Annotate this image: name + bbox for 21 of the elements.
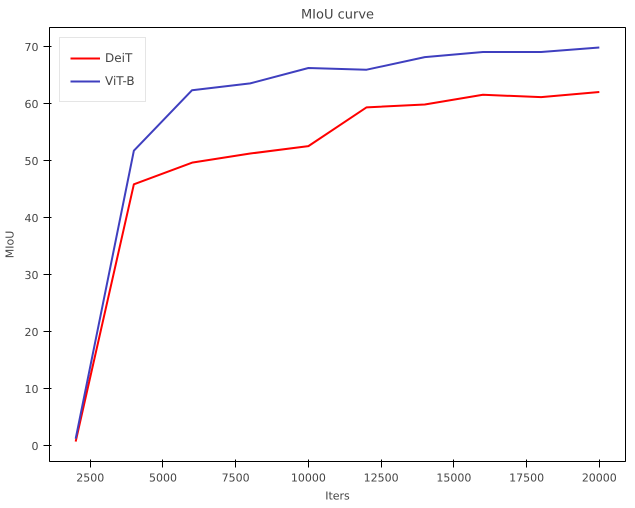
x-tick-label: 15000 xyxy=(436,472,472,484)
y-axis-title: MIoU xyxy=(4,230,17,258)
y-tick-label: 70 xyxy=(24,40,39,54)
x-tick-label: 10000 xyxy=(290,472,326,484)
x-tick-label: 2500 xyxy=(76,472,104,484)
y-tick-label: 40 xyxy=(24,212,39,225)
x-tick-label: 17500 xyxy=(509,472,544,484)
legend-label: ViT-B xyxy=(105,74,135,88)
legend-label: DeiT xyxy=(105,51,132,65)
y-tick-label: 20 xyxy=(24,326,39,339)
x-axis-title: Iters xyxy=(325,490,350,502)
x-tick-label: 5000 xyxy=(148,472,177,484)
y-tick-label: 10 xyxy=(24,383,39,396)
x-tick-label: 7500 xyxy=(222,472,250,484)
y-tick-label: 60 xyxy=(24,98,39,111)
y-tick-label: 0 xyxy=(32,440,38,454)
x-tick-label: 12500 xyxy=(364,472,399,484)
chart-title: MIoU curve xyxy=(300,8,374,22)
y-tick-label: 30 xyxy=(24,268,39,282)
x-tick-label: 20000 xyxy=(582,472,617,484)
y-tick-label: 50 xyxy=(24,154,39,168)
